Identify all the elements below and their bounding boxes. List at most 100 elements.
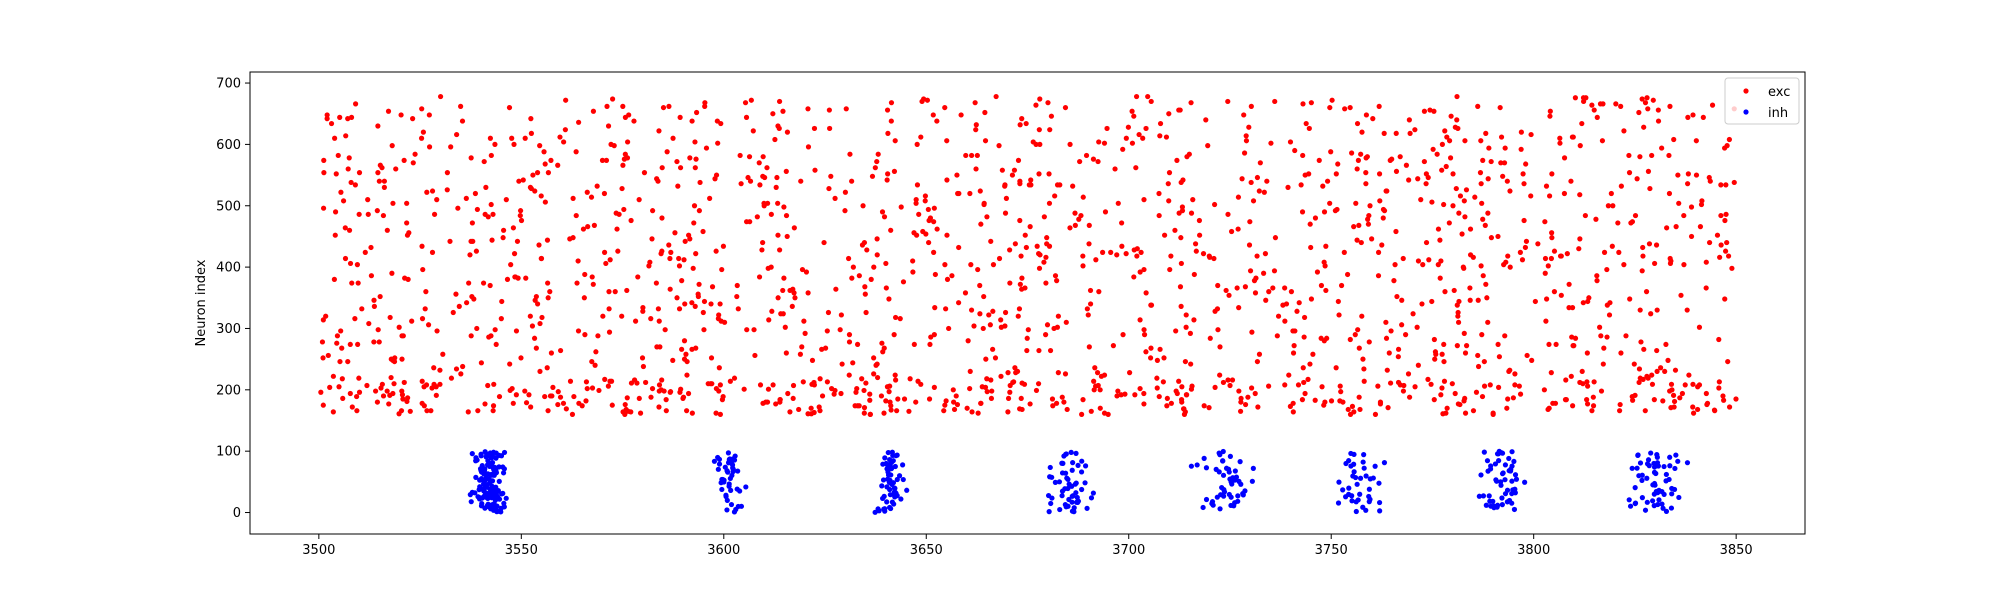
exc-spike bbox=[374, 208, 380, 214]
exc-spike bbox=[404, 220, 410, 226]
exc-spike bbox=[783, 350, 789, 356]
exc-spike bbox=[562, 127, 568, 133]
inh-spike bbox=[479, 500, 485, 507]
exc-spike bbox=[1096, 289, 1102, 295]
exc-spike bbox=[424, 408, 430, 414]
exc-spike bbox=[506, 104, 513, 111]
exc-spike bbox=[1025, 327, 1031, 333]
exc-spike bbox=[1300, 101, 1306, 107]
exc-spike bbox=[593, 349, 599, 355]
exc-spike bbox=[1365, 216, 1371, 222]
exc-spike bbox=[340, 395, 346, 402]
exc-spike bbox=[1324, 178, 1331, 184]
inh-spike bbox=[1082, 463, 1089, 469]
exc-spike bbox=[777, 397, 783, 403]
exc-spike bbox=[1669, 387, 1675, 393]
inh-spike bbox=[1217, 506, 1223, 512]
exc-spike bbox=[1535, 241, 1541, 247]
exc-spike bbox=[1512, 382, 1518, 388]
exc-spike bbox=[798, 178, 804, 184]
exc-spike bbox=[690, 265, 696, 271]
exc-spike bbox=[1322, 263, 1328, 269]
exc-spike bbox=[846, 372, 852, 378]
exc-spike bbox=[371, 339, 377, 345]
exc-spike bbox=[1114, 252, 1120, 258]
exc-spike bbox=[1677, 395, 1683, 401]
exc-spike bbox=[488, 152, 494, 159]
inh-spike bbox=[1049, 474, 1055, 480]
exc-spike bbox=[1529, 357, 1535, 363]
exc-spike bbox=[491, 381, 497, 387]
exc-spike bbox=[1438, 258, 1444, 264]
exc-spike bbox=[1670, 392, 1677, 398]
exc-spike bbox=[661, 388, 667, 394]
exc-spike bbox=[612, 289, 618, 295]
exc-spike bbox=[522, 388, 528, 394]
exc-spike bbox=[1706, 239, 1713, 246]
inh-spike bbox=[1499, 471, 1506, 477]
inh-spike bbox=[881, 506, 887, 512]
exc-spike bbox=[583, 398, 589, 404]
exc-spike bbox=[1033, 387, 1040, 394]
exc-spike bbox=[986, 312, 992, 318]
exc-spike bbox=[1361, 378, 1367, 384]
exc-spike bbox=[1517, 249, 1523, 255]
exc-spike bbox=[1590, 403, 1597, 409]
exc-spike bbox=[1392, 262, 1398, 268]
exc-spike bbox=[1080, 397, 1086, 403]
inh-spike bbox=[1513, 476, 1520, 482]
exc-spike bbox=[1547, 113, 1553, 119]
exc-spike bbox=[1485, 176, 1491, 182]
inh-spike bbox=[492, 491, 498, 497]
exc-spike bbox=[1243, 138, 1250, 144]
exc-spike bbox=[1256, 351, 1263, 357]
exc-spike bbox=[1239, 176, 1245, 182]
exc-spike bbox=[1454, 117, 1460, 123]
inh-spike bbox=[724, 497, 730, 503]
exc-spike bbox=[1640, 244, 1646, 251]
inh-spike bbox=[872, 509, 878, 515]
exc-spike bbox=[362, 249, 368, 255]
exc-spike bbox=[780, 287, 786, 294]
exc-spike bbox=[1318, 282, 1325, 289]
inh-spike bbox=[891, 501, 897, 507]
exc-spike bbox=[1179, 399, 1185, 405]
inh-spike bbox=[482, 505, 488, 511]
exc-spike bbox=[1690, 381, 1696, 387]
exc-spike bbox=[942, 402, 948, 408]
exc-spike bbox=[354, 262, 360, 268]
exc-spike bbox=[845, 255, 852, 262]
exc-spike bbox=[773, 401, 779, 407]
exc-spike bbox=[1009, 172, 1016, 178]
exc-spike bbox=[977, 282, 983, 289]
inh-spike bbox=[894, 452, 900, 458]
exc-spike bbox=[563, 406, 569, 412]
y-tick-label: 200 bbox=[216, 383, 241, 398]
exc-spike bbox=[431, 365, 437, 371]
exc-spike bbox=[1187, 330, 1193, 336]
inh-spike bbox=[1668, 505, 1675, 511]
exc-spike bbox=[1431, 397, 1437, 403]
inh-spike bbox=[1230, 475, 1236, 481]
exc-spike bbox=[1679, 390, 1686, 397]
exc-spike bbox=[429, 385, 435, 391]
exc-spike bbox=[913, 200, 919, 206]
exc-spike bbox=[883, 285, 889, 291]
legend-label-inh: inh bbox=[1768, 106, 1788, 121]
exc-spike bbox=[514, 238, 521, 244]
exc-spike bbox=[1316, 157, 1322, 163]
exc-spike bbox=[1007, 389, 1013, 395]
exc-spike bbox=[545, 295, 551, 301]
exc-spike bbox=[1688, 204, 1695, 210]
exc-spike bbox=[1190, 197, 1196, 203]
exc-spike bbox=[674, 158, 680, 165]
exc-spike bbox=[800, 379, 806, 385]
exc-spike bbox=[950, 387, 956, 393]
exc-spike bbox=[1046, 200, 1053, 206]
exc-spike bbox=[482, 401, 488, 407]
inh-spike bbox=[1493, 477, 1499, 483]
exc-spike bbox=[1307, 221, 1313, 227]
exc-spike bbox=[796, 406, 802, 413]
exc-spike bbox=[340, 198, 347, 204]
exc-spike bbox=[1011, 167, 1018, 173]
